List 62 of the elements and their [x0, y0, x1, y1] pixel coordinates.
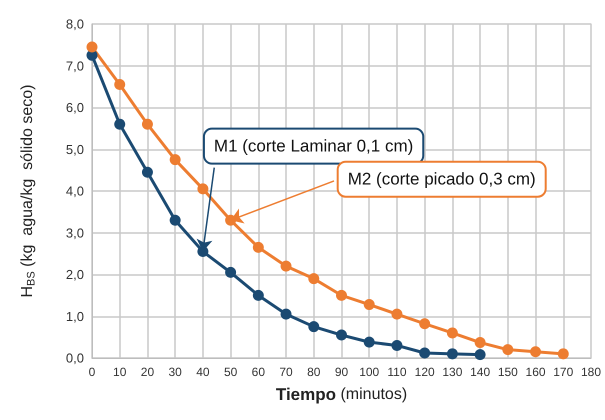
x-tick-label: 130: [442, 365, 463, 379]
x-tick-label: 20: [140, 365, 154, 379]
y-tick-label: 3,0: [66, 225, 84, 240]
x-tick-label: 60: [252, 365, 266, 379]
point: [474, 337, 486, 348]
y-tick-label: 0,0: [66, 350, 84, 366]
x-tick-label: 80: [307, 365, 321, 379]
point: [142, 166, 153, 178]
y-axis-title: HBS (kg agua/kg sólido seco): [19, 84, 38, 298]
y-tick-label: 2,0: [66, 267, 84, 282]
y-tick-label: 6,0: [66, 100, 84, 115]
point: [391, 308, 402, 320]
point: [142, 118, 153, 130]
point: [419, 347, 430, 358]
y-tick-label: 4,0: [66, 184, 84, 198]
x-tick-label: 0: [88, 365, 96, 379]
y-tick-label: 7,0: [66, 58, 84, 74]
point: [364, 336, 375, 348]
point: [170, 154, 181, 166]
point: [558, 348, 569, 360]
x-tick-label: 90: [334, 365, 348, 379]
point: [391, 340, 402, 351]
x-tick-label: 120: [414, 365, 435, 379]
x-tick-label: 140: [470, 365, 490, 379]
x-tick-label: 10: [113, 365, 127, 379]
point: [308, 273, 320, 284]
annotation: M1 (corte Laminar 0,1 cm): [214, 136, 414, 156]
y-tick-label: 8,0: [66, 16, 84, 32]
point: [419, 318, 430, 330]
x-tick-label: 150: [498, 365, 518, 379]
point: [336, 290, 347, 301]
point: [114, 79, 126, 90]
x-tick-label: 170: [553, 365, 574, 379]
y-tick-label: 1,0: [66, 308, 84, 324]
point: [252, 242, 264, 253]
x-axis-title: Tiempo (minutos): [276, 385, 408, 404]
point: [86, 41, 98, 52]
x-tick-label: 110: [387, 365, 407, 379]
point: [280, 260, 292, 272]
point: [114, 118, 126, 130]
point: [474, 349, 486, 360]
point: [225, 266, 236, 278]
x-tick-label: 160: [526, 365, 546, 379]
x-tick-label: 40: [196, 365, 210, 379]
point: [197, 183, 208, 194]
point: [280, 308, 292, 320]
x-tick-label: 50: [224, 365, 238, 379]
x-tick-label: 180: [580, 365, 602, 379]
x-tick-label: 70: [279, 365, 294, 379]
point: [336, 330, 347, 341]
point: [170, 214, 181, 226]
point: [446, 348, 458, 360]
x-tick-label: 100: [359, 365, 380, 379]
point: [446, 327, 458, 338]
y-tick-label: 5,0: [66, 142, 84, 157]
point: [502, 344, 514, 356]
point: [252, 290, 264, 301]
point: [530, 346, 542, 358]
point: [364, 299, 375, 310]
x-tick-label: 30: [168, 365, 182, 379]
annotation: M2 (corte picado 0,3 cm): [348, 170, 536, 189]
point: [308, 321, 320, 332]
